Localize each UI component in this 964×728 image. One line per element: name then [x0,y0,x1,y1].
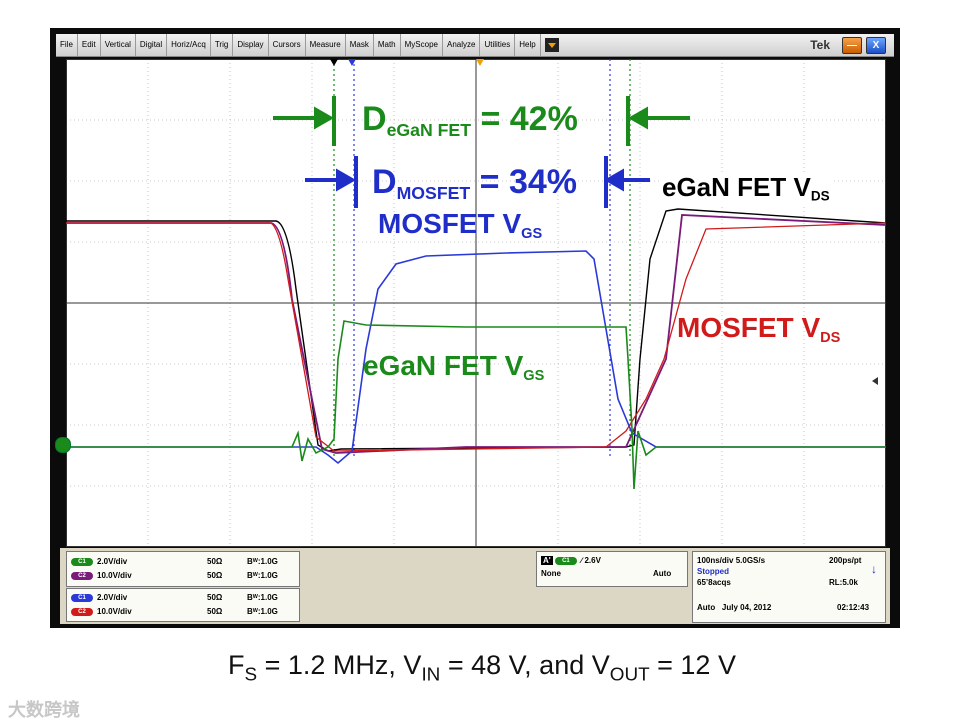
menu-trig[interactable]: Trig [211,34,234,56]
egan-vgs-label: eGaN FET VGS [363,350,545,385]
menu-measure[interactable]: Measure [306,34,346,56]
waveform-display[interactable] [66,59,886,547]
trigger-markers [330,59,878,385]
brand-logo: Tek [810,38,830,52]
egan-vds-label: eGaN FET VDS [660,172,832,204]
channel-row[interactable]: C2 10.0V/div 50Ω Bᵂ:1.0G [71,606,278,618]
mosfet-vgs-label: MOSFET VGS [378,208,543,243]
menu-display[interactable]: Display [233,34,269,56]
close-button[interactable]: X [866,37,886,54]
acq-row: 65’8acqs RL:5.0k [697,578,858,587]
menu-cursors[interactable]: Cursors [269,34,306,56]
channel-box-bottom[interactable]: C1 2.0V/div 50Ω Bᵂ:1.0G C2 10.0V/div 50Ω Bᵂ:1.… [66,588,300,622]
trigger-row: None Auto [541,569,672,578]
trigger-row: A' C1 ∕ 2.6V [541,556,601,565]
duty-cycle-egan-label: DeGaN FET = 42% [362,100,578,141]
trace-mosfet-vgs [66,250,886,465]
menu-utilities[interactable]: Utilities [480,34,516,56]
mosfet-vds-label: MOSFET VDS [677,312,841,347]
acq-row: 100ns/div 5.0GS/s 200ps/pt [697,556,862,565]
menu-digital[interactable]: Digital [136,34,168,56]
menu-bar: File Edit Vertical Digital Horiz/Acq Tri… [56,34,894,57]
channel-row[interactable]: C2 10.0V/div 50Ω Bᵂ:1.0G [71,570,278,582]
run-arrow-icon: ↓ [871,562,877,576]
trace-egan-vds [66,208,886,452]
watermark: 大数跨境 [8,700,80,720]
menu-myscope[interactable]: MyScope [401,34,443,56]
menu-horiz-acq[interactable]: Horiz/Acq [167,34,211,56]
minimize-button[interactable]: — [842,37,862,54]
duty-cycle-mosfet-label: DMOSFET = 34% [372,163,578,204]
acq-state: Stopped [697,567,729,576]
trace-egan-vgs [66,320,886,490]
acquisition-box[interactable]: 100ns/div 5.0GS/s 200ps/pt Stopped 65’8ac… [692,551,886,623]
menu-mask[interactable]: Mask [346,34,374,56]
trigger-box[interactable]: A' C1 ∕ 2.6V None Auto [536,551,688,587]
menu-help[interactable]: Help [515,34,541,56]
waveform-canvas [66,59,886,547]
channel-row[interactable]: C1 2.0V/div 50Ω Bᵂ:1.0G [71,592,278,604]
graticule-grid [66,59,886,547]
menu-edit[interactable]: Edit [78,34,101,56]
channel-box-top[interactable]: C1 2.0V/div 50Ω Bᵂ:1.0G C2 10.0V/div 50Ω Bᵂ:1.… [66,551,300,587]
menu-vertical[interactable]: Vertical [101,34,136,56]
help-dropdown-icon[interactable] [544,38,559,52]
figure-caption: FS = 1.2 MHz, VIN = 48 V, and VOUT = 12 … [228,650,736,686]
trace-mosfet-vds-red [66,222,886,452]
menu-math[interactable]: Math [374,34,401,56]
ground-marker-icon[interactable] [55,437,71,453]
menu-analyze[interactable]: Analyze [443,34,481,56]
channel-row[interactable]: C1 2.0V/div 50Ω Bᵂ:1.0G [71,556,278,568]
menu-file[interactable]: File [56,34,78,56]
acq-row: Auto July 04, 2012 02:12:43 [697,603,870,612]
readout-panel: C1 2.0V/div 50Ω Bᵂ:1.0G C2 10.0V/div 50Ω Bᵂ:1.… [60,548,890,624]
